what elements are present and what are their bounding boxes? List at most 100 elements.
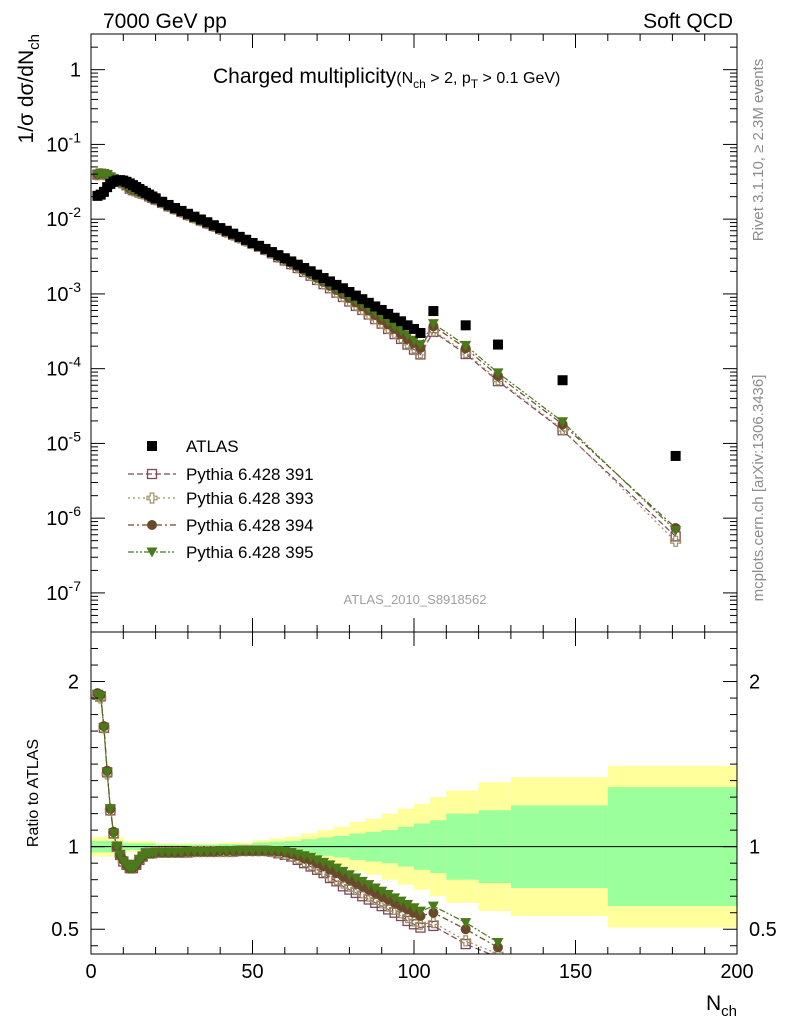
y-tick-label: 10-1 xyxy=(46,129,81,156)
mc-point xyxy=(492,368,504,379)
ratio-point xyxy=(98,723,110,734)
x-tick-label: 150 xyxy=(559,961,592,983)
atlas-point xyxy=(460,320,471,331)
atlas-point xyxy=(299,263,310,274)
ratio-point xyxy=(324,860,336,871)
ratio-point xyxy=(389,893,401,904)
rivet-label: Rivet 3.1.10, ≥ 2.3M events xyxy=(750,59,767,242)
y-tick-label: 10-4 xyxy=(46,354,81,381)
ratio-point xyxy=(369,883,381,894)
ratio-point xyxy=(408,903,420,914)
mcplots-label: mcplots.cern.ch [arXiv:1306.3436] xyxy=(750,375,767,602)
ratio-point xyxy=(427,901,439,912)
ratio-point xyxy=(460,938,471,950)
atlas-point xyxy=(389,312,400,323)
ratio-point xyxy=(111,842,123,853)
atlas-point xyxy=(150,193,161,204)
legend-marker xyxy=(146,547,158,558)
atlas-point xyxy=(402,320,413,331)
atlas-point xyxy=(492,339,503,350)
ratio-point xyxy=(337,881,349,892)
atlas-point xyxy=(273,250,284,261)
atlas-point xyxy=(286,256,297,267)
ratio-y-axis-label: Ratio to ATLAS xyxy=(25,739,42,847)
y-tick-label: 0.5 xyxy=(51,919,79,941)
atlas-point xyxy=(247,237,258,248)
ratio-point xyxy=(460,918,472,929)
legend-marker xyxy=(147,441,157,451)
atlas-point xyxy=(241,234,252,245)
ratio-point xyxy=(350,887,362,899)
atlas-point xyxy=(557,375,568,386)
atlas-point xyxy=(396,316,407,327)
ratio-point xyxy=(395,896,407,907)
legend-marker xyxy=(146,468,158,480)
ratio-point xyxy=(330,863,342,874)
y-tick-label: 10-5 xyxy=(46,428,81,455)
x-axis-label: Nch xyxy=(706,992,737,1020)
legend-label: ATLAS xyxy=(186,437,239,456)
ratio-point xyxy=(408,919,420,930)
ratio-point xyxy=(460,924,471,935)
mc-point xyxy=(460,340,472,351)
main-plot-data xyxy=(91,168,682,547)
ratio-point xyxy=(376,886,388,897)
ratio-point xyxy=(104,804,116,815)
ratio-point xyxy=(389,907,400,918)
x-tick-label: 100 xyxy=(397,961,430,983)
ratio-point xyxy=(208,847,220,858)
mc-point xyxy=(670,535,682,547)
atlas-point xyxy=(253,240,264,251)
ratio-point xyxy=(415,922,426,933)
ratio-point xyxy=(492,937,504,948)
ratio-point xyxy=(427,917,439,929)
main-plot: 10-7 10-6 10-5 10-4 10-3 10-2 10-1 1 Charged mu… xyxy=(15,33,738,633)
atlas-point xyxy=(363,297,374,308)
atlas-point xyxy=(234,231,245,242)
ratio-point xyxy=(101,767,113,778)
atlas-point xyxy=(157,196,168,207)
ratio-point xyxy=(414,906,426,917)
atlas-point xyxy=(428,306,439,317)
atlas-point xyxy=(409,323,419,334)
atlas-point xyxy=(350,290,361,301)
atlas-point xyxy=(415,328,426,338)
ratio-point xyxy=(402,915,413,927)
ratio-plot: 0 50 100 150 200 0.5 0.5 1 1 2 2 Ratio to ATLAS Nc… xyxy=(25,631,777,1020)
ratio-point xyxy=(460,935,472,947)
y-tick-label: 10-2 xyxy=(46,204,81,231)
x-tick-label: 200 xyxy=(720,961,753,983)
ratio-point xyxy=(428,920,439,932)
ratio-point xyxy=(350,873,362,884)
atlas-point xyxy=(331,279,342,290)
atlas-point xyxy=(163,199,174,210)
atlas-point xyxy=(325,276,336,287)
y-tick-label-right: 0.5 xyxy=(749,919,777,941)
ratio-point xyxy=(108,828,120,839)
legend-marker xyxy=(147,520,157,530)
legend-label: Pythia 6.428 391 xyxy=(186,465,314,484)
ratio-point xyxy=(414,918,427,930)
atlas-point xyxy=(176,205,187,216)
y-tick-label: 10-6 xyxy=(46,503,81,530)
ratio-point xyxy=(175,847,187,858)
atlas-point xyxy=(305,266,316,277)
mc-point xyxy=(408,335,420,346)
mc-point xyxy=(427,319,439,330)
atlas-point xyxy=(169,203,180,214)
atlas-point xyxy=(279,253,290,264)
ratio-point xyxy=(363,894,374,905)
ratio-point xyxy=(95,691,107,702)
x-tick-label: 50 xyxy=(241,961,263,983)
ratio-point xyxy=(428,907,439,918)
atlas-point xyxy=(189,211,200,222)
ratio-point xyxy=(376,900,387,912)
x-tick-label: 0 xyxy=(85,961,96,983)
atlas-point xyxy=(221,225,232,236)
ratio-point xyxy=(337,866,349,877)
ratio-point xyxy=(343,870,355,881)
atlas-point xyxy=(357,294,368,305)
ratio-point xyxy=(357,891,368,902)
y-tick-label: 1 xyxy=(70,60,81,82)
y-tick-label: 10-7 xyxy=(46,578,81,605)
